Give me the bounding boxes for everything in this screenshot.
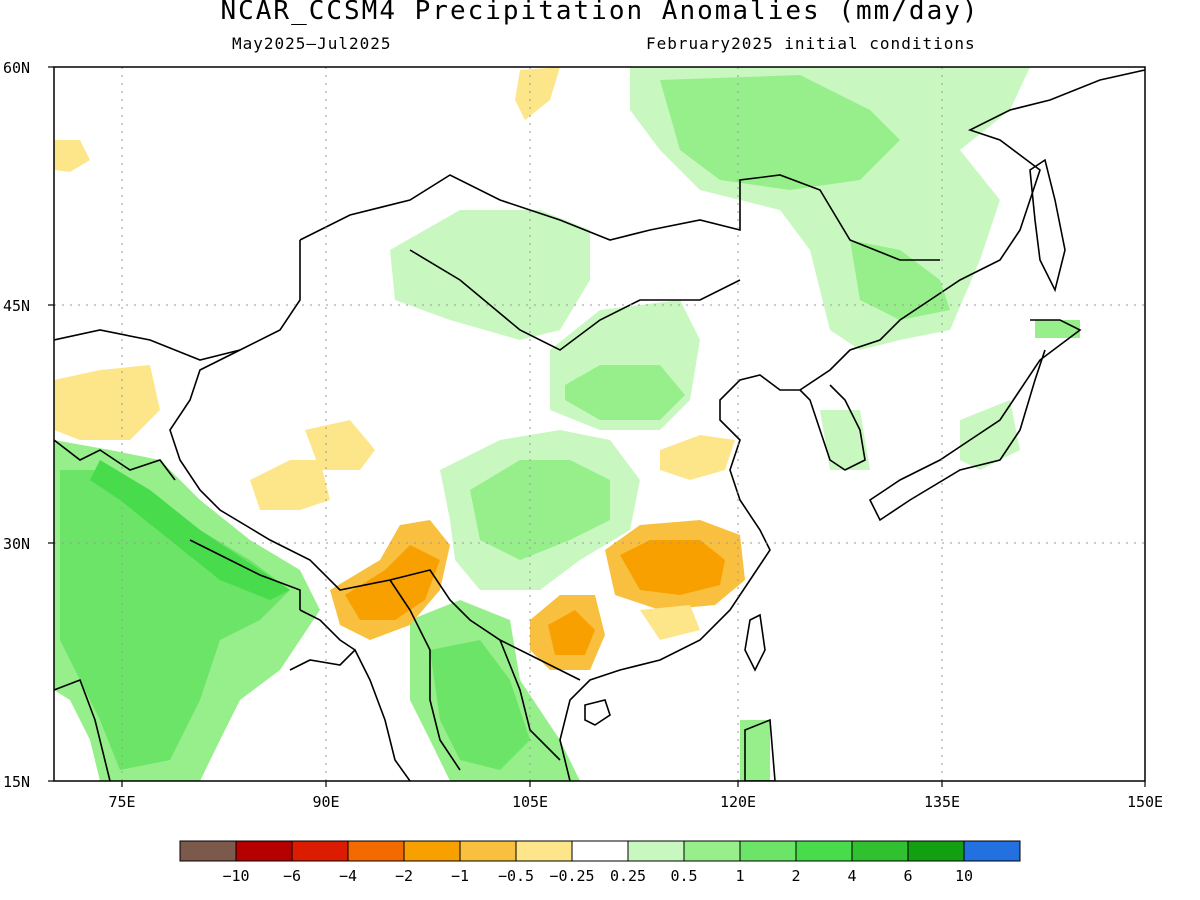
colorbar-swatch	[683, 840, 741, 862]
colorbar-swatch	[459, 840, 517, 862]
border-china-mongolia	[299, 174, 940, 261]
colorbar-swatch	[403, 840, 461, 862]
initial-conditions-label: February2025 initial conditions	[646, 34, 976, 53]
border-kazakhstan	[54, 329, 241, 361]
hainan-coastline	[584, 699, 611, 726]
colorbar-swatch	[739, 840, 797, 862]
lon-label-105e: 105E	[512, 793, 548, 811]
green-region-sichuan-core	[470, 460, 610, 560]
lon-label-75e: 75E	[108, 793, 135, 811]
green-region-taiwan	[740, 720, 770, 781]
colorbar-swatch	[795, 840, 853, 862]
border-laos-vietnam	[499, 639, 561, 761]
green-region-india-core	[60, 470, 290, 770]
colorbar-swatch	[515, 840, 573, 862]
colorbar-swatch	[571, 840, 629, 862]
lon-label-90e: 90E	[312, 793, 339, 811]
border-bangladesh	[299, 609, 356, 651]
bay-of-bengal-coastline	[289, 648, 411, 781]
colorbar-label: −10	[222, 867, 249, 885]
colorbar-label: −4	[339, 867, 357, 885]
india-coastline	[54, 678, 111, 781]
lat-label-15n: 15N	[3, 773, 30, 791]
dry-region-fujian	[640, 605, 700, 640]
green-region-burma-core	[430, 640, 530, 770]
colorbar-label: −2	[395, 867, 413, 885]
green-region-siberia-core	[660, 75, 900, 190]
colorbar-swatch	[179, 840, 237, 862]
asia-coastline	[559, 69, 1145, 781]
dry-region-kazakhstan	[54, 365, 160, 440]
green-region-north-china-core	[565, 365, 685, 420]
axis-ticks	[48, 66, 1146, 787]
colorbar-swatch	[291, 840, 349, 862]
colorbar-swatch	[851, 840, 909, 862]
colorbar-swatch	[907, 840, 965, 862]
colorbar-label: −0.25	[549, 867, 594, 885]
border-mongolia-south	[409, 249, 741, 351]
korea-coastline	[799, 384, 866, 471]
dry-region-nw-corner	[54, 140, 90, 172]
sakhalin-coastline	[1029, 158, 1066, 293]
dry-region-tibet-2	[305, 420, 375, 470]
green-region-mongolia	[390, 210, 590, 340]
lat-labels: 60N 45N 30N 15N	[3, 59, 30, 791]
lon-labels: 75E 90E 105E 120E 135E 150E	[108, 793, 1163, 811]
lat-label-60n: 60N	[3, 59, 30, 77]
colorbar-label: 2	[791, 867, 800, 885]
colorbar-label: −1	[451, 867, 469, 885]
border-china-south	[169, 240, 581, 681]
colorbar-swatch	[963, 840, 1021, 862]
colorbar-label: 0.5	[670, 867, 697, 885]
colorbar-label: −6	[283, 867, 301, 885]
dry-region-south-china-core	[620, 540, 725, 595]
lon-label-135e: 135E	[924, 793, 960, 811]
colorbar-label: 1	[735, 867, 744, 885]
colorbar-label: 10	[955, 867, 973, 885]
lon-label-150e: 150E	[1127, 793, 1163, 811]
lat-label-30n: 30N	[3, 535, 30, 553]
colorbar-label: 6	[903, 867, 912, 885]
plot-frame	[53, 66, 1146, 782]
map-title: NCAR_CCSM4 Precipitation Anomalies (mm/d…	[220, 0, 980, 26]
colorbar-label: −0.5	[498, 867, 534, 885]
dry-region-tibet	[250, 460, 330, 510]
japan-coastline	[868, 319, 1082, 522]
border-nepal	[189, 539, 301, 610]
colorbar-label: 0.25	[610, 867, 646, 885]
dry-region-shandong	[660, 435, 735, 480]
gridlines	[54, 67, 1145, 781]
philippines-coastline	[744, 718, 776, 781]
colorbar-swatch	[627, 840, 685, 862]
anomaly-field	[54, 67, 1080, 781]
dry-region-guangxi-core	[548, 610, 595, 655]
lon-label-120e: 120E	[720, 793, 756, 811]
green-region-manchuria	[850, 240, 950, 320]
border-pakistan	[54, 439, 176, 481]
period-label: May2025–Jul2025	[232, 34, 392, 53]
dry-region-siberia-spot	[515, 67, 560, 120]
colorbar-swatch	[235, 840, 293, 862]
lat-label-45n: 45N	[3, 297, 30, 315]
colorbar-label: 4	[847, 867, 856, 885]
colorbar-swatch	[347, 840, 405, 862]
green-region-japan	[960, 400, 1020, 470]
taiwan-coastline	[744, 613, 766, 672]
border-burma	[389, 579, 461, 771]
coastlines	[54, 69, 1145, 781]
colorbar: −10 −6 −4 −2 −1 −0.5 −0.25 0.25 0.5 1 2 4 6 10	[179, 840, 1021, 885]
